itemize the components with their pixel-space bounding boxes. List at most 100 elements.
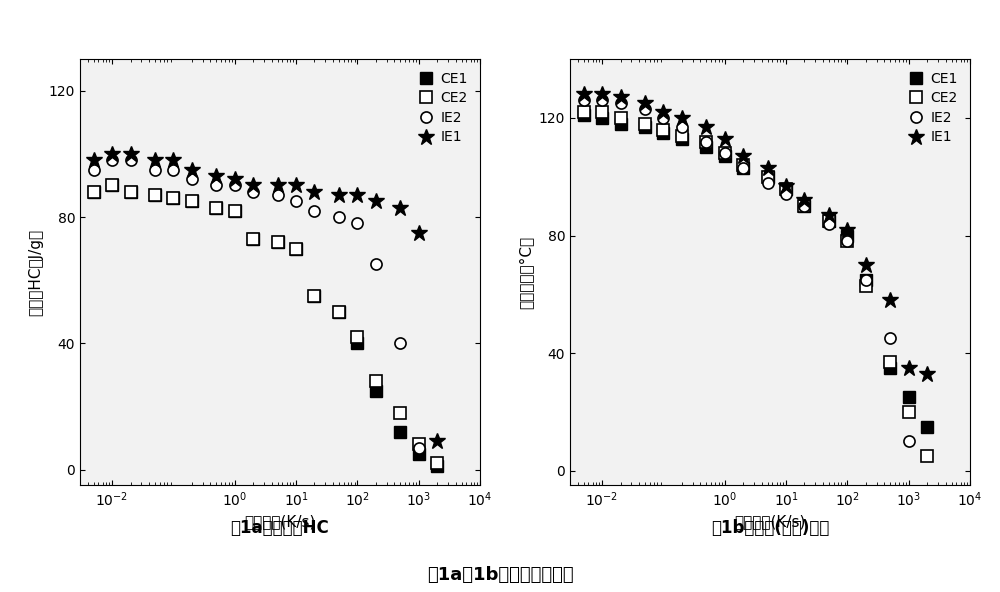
CE1 (210, 204, 222, 211)
IE1 (394, 204, 406, 211)
CE2 (798, 202, 810, 210)
CE2 (186, 198, 198, 205)
IE1 (149, 157, 161, 164)
IE2 (229, 182, 241, 189)
CE2 (657, 126, 669, 133)
IE2 (272, 191, 284, 198)
CE1 (700, 144, 712, 151)
IE2 (639, 105, 651, 112)
IE1 (780, 182, 792, 189)
CE2 (578, 108, 590, 115)
IE1 (333, 191, 345, 198)
CE1 (167, 195, 179, 202)
IE1 (737, 153, 749, 160)
IE1 (823, 211, 835, 218)
Line: CE1: CE1 (88, 180, 443, 472)
Line: CE2: CE2 (88, 180, 443, 469)
X-axis label: 冷却速率(K/s): 冷却速率(K/s) (734, 514, 806, 529)
CE1 (719, 153, 731, 160)
CE2 (229, 207, 241, 214)
IE2 (719, 150, 731, 157)
Line: IE2: IE2 (88, 155, 424, 453)
IE1 (370, 198, 382, 205)
Line: IE1: IE1 (85, 146, 445, 449)
CE1 (333, 308, 345, 316)
IE2 (657, 114, 669, 121)
IE2 (247, 188, 259, 195)
Line: IE2: IE2 (578, 95, 914, 447)
CE2 (884, 358, 896, 365)
CE1 (394, 428, 406, 435)
IE1 (431, 437, 443, 445)
CE1 (370, 387, 382, 394)
CE2 (737, 162, 749, 169)
IE2 (167, 166, 179, 173)
IE2 (615, 99, 627, 107)
CE1 (639, 123, 651, 130)
IE2 (351, 220, 363, 227)
Text: 图1b：结晶(固化)温度: 图1b：结晶(固化)温度 (711, 519, 829, 537)
Legend: CE1, CE2, IE2, IE1: CE1, CE2, IE2, IE1 (904, 66, 963, 150)
CE2 (431, 460, 443, 467)
IE1 (186, 166, 198, 173)
IE1 (700, 123, 712, 130)
CE1 (903, 394, 915, 401)
CE1 (657, 129, 669, 136)
IE1 (272, 182, 284, 189)
IE2 (88, 166, 100, 173)
IE2 (210, 182, 222, 189)
IE2 (780, 191, 792, 198)
CE1 (823, 217, 835, 224)
IE1 (210, 172, 222, 179)
CE2 (780, 185, 792, 192)
CE1 (841, 232, 853, 239)
CE2 (762, 173, 774, 181)
CE2 (247, 236, 259, 243)
CE2 (308, 292, 320, 300)
CE2 (860, 282, 872, 289)
IE1 (860, 262, 872, 269)
IE2 (860, 276, 872, 283)
IE2 (333, 214, 345, 221)
IE1 (308, 188, 320, 195)
IE2 (370, 261, 382, 268)
CE2 (333, 308, 345, 316)
IE1 (167, 157, 179, 164)
IE1 (596, 91, 608, 98)
IE2 (676, 123, 688, 130)
IE2 (578, 97, 590, 104)
IE2 (149, 166, 161, 173)
CE2 (272, 239, 284, 246)
CE1 (88, 188, 100, 195)
CE2 (88, 188, 100, 195)
IE1 (676, 114, 688, 121)
IE1 (903, 364, 915, 371)
CE2 (413, 441, 425, 448)
Y-axis label: 结晶温度（°C）: 结晶温度（°C） (518, 236, 533, 309)
IE1 (798, 197, 810, 204)
IE2 (841, 238, 853, 245)
IE1 (125, 150, 137, 157)
IE2 (903, 438, 915, 445)
CE2 (210, 204, 222, 211)
IE1 (762, 165, 774, 172)
IE1 (719, 135, 731, 142)
CE2 (125, 188, 137, 195)
CE1 (186, 198, 198, 205)
CE2 (719, 150, 731, 157)
CE1 (860, 276, 872, 283)
IE1 (639, 99, 651, 107)
CE1 (290, 245, 302, 252)
CE2 (921, 452, 933, 459)
CE1 (431, 463, 443, 470)
IE2 (737, 165, 749, 172)
CE1 (921, 423, 933, 430)
IE1 (351, 191, 363, 198)
CE1 (106, 182, 118, 189)
CE2 (290, 245, 302, 252)
CE1 (247, 236, 259, 243)
CE1 (596, 114, 608, 121)
CE1 (578, 111, 590, 118)
IE1 (106, 150, 118, 157)
CE1 (737, 165, 749, 172)
